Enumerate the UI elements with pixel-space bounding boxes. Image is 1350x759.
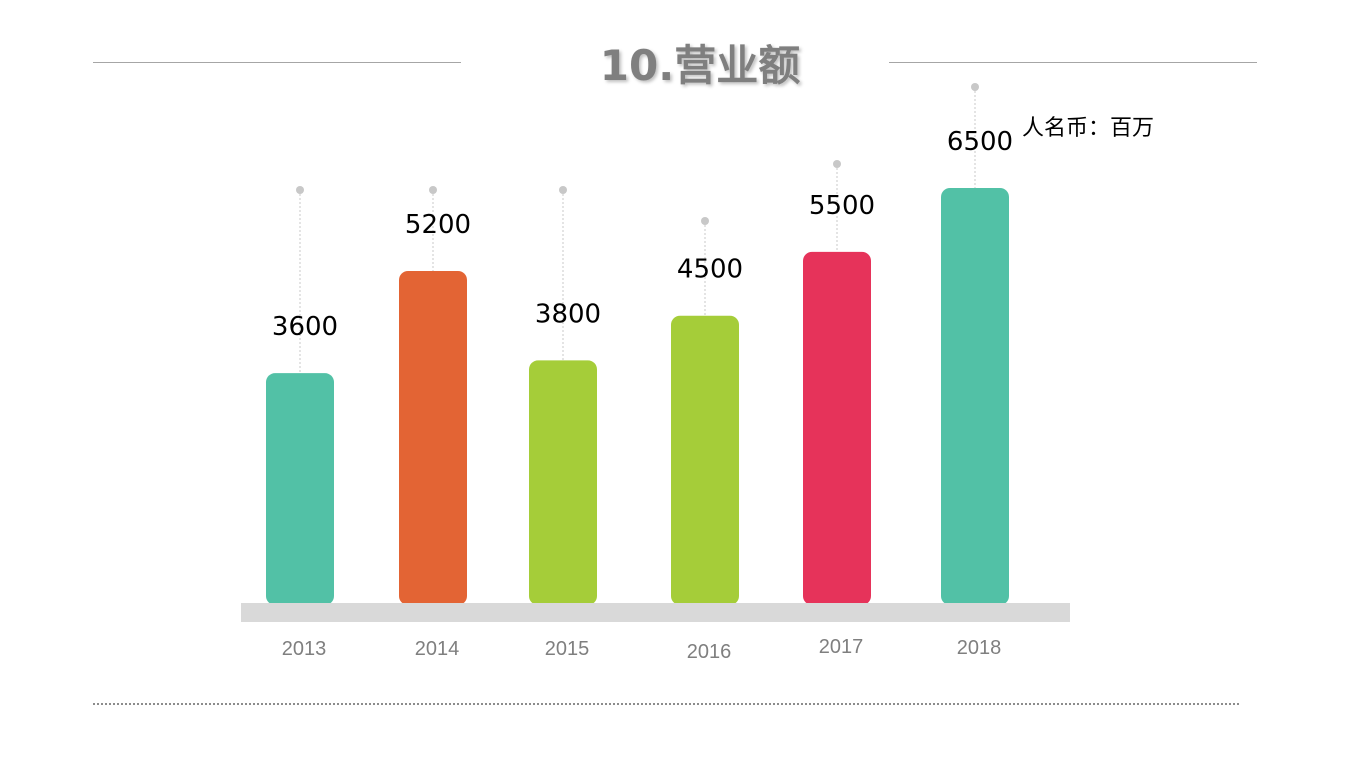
bar-2013 [266, 373, 334, 605]
value-label-2013: 3600 [272, 312, 338, 342]
value-label-2015: 3800 [535, 299, 601, 329]
x-tick-2014: 2014 [415, 638, 460, 660]
title-rule-left [93, 62, 461, 63]
value-label-2018: 6500 [947, 127, 1013, 157]
value-labels: 3600 5200 3800 4500 5500 6500 [272, 127, 1013, 342]
bar-2016 [671, 315, 739, 605]
title-rule-right [889, 62, 1257, 63]
leader-dot-2013 [296, 186, 304, 194]
chart-title: 10.营业额 [599, 41, 801, 90]
x-tick-2018: 2018 [957, 637, 1002, 659]
bar-2015 [529, 360, 597, 605]
bar-2018 [941, 188, 1009, 605]
x-tick-2013: 2013 [282, 638, 327, 660]
value-label-2014: 5200 [405, 210, 471, 240]
value-label-2017: 5500 [809, 191, 875, 221]
chart-baseline [241, 603, 1070, 622]
x-tick-2015: 2015 [545, 638, 590, 660]
leader-dot-2017 [833, 160, 841, 168]
leader-lines [296, 83, 979, 374]
unit-note: 人名币：百万 [1022, 116, 1155, 141]
bar-2014 [399, 271, 467, 605]
leader-dot-2014 [429, 186, 437, 194]
bar-2017 [803, 251, 871, 605]
leader-dot-2016 [701, 217, 709, 225]
x-tick-labels: 2013 2014 2015 2016 2017 2018 [282, 636, 1002, 663]
footer-dotted-rule [93, 703, 1239, 705]
leader-dot-2018 [971, 83, 979, 91]
x-tick-2017: 2017 [819, 636, 864, 658]
x-tick-2016: 2016 [687, 641, 732, 663]
value-label-2016: 4500 [677, 255, 743, 285]
bars [266, 188, 1009, 605]
leader-dot-2015 [559, 186, 567, 194]
